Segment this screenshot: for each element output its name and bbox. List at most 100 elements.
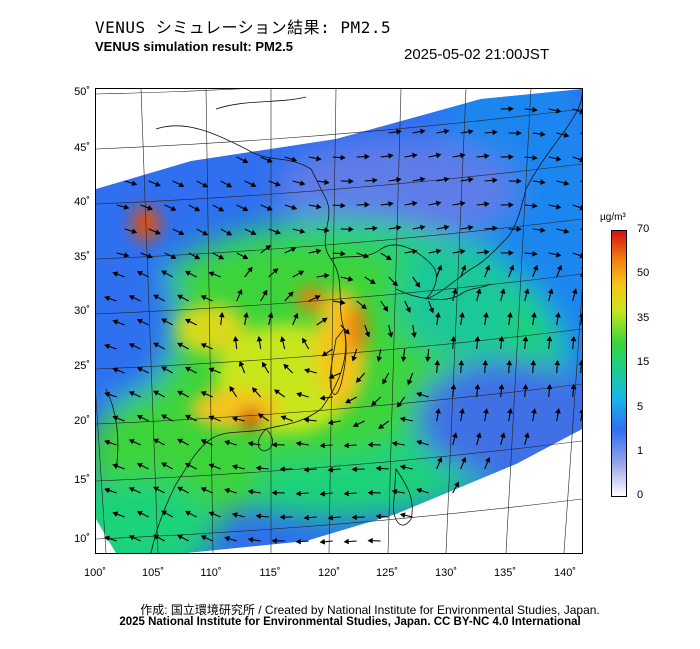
- wind-arrowhead: [347, 276, 354, 282]
- wind-arrowhead: [280, 336, 286, 342]
- wind-arrowhead: [459, 200, 466, 207]
- wind-arrowhead: [161, 414, 168, 420]
- wind-arrowhead: [247, 536, 254, 543]
- wind-arrowhead: [161, 366, 168, 372]
- wind-arrowhead: [382, 378, 388, 385]
- wind-arrowhead: [458, 359, 465, 366]
- wind-arrowhead: [177, 294, 184, 300]
- wind-arrowhead: [218, 311, 225, 318]
- lon-label-125: 125˚: [375, 567, 399, 579]
- wind-arrowhead: [540, 227, 546, 233]
- wind-arrowhead: [435, 152, 442, 159]
- wind-arrowhead: [348, 178, 354, 185]
- pm25-map[interactable]: [95, 88, 583, 554]
- wind-arrowhead: [123, 204, 130, 210]
- wind-arrowhead: [185, 270, 191, 276]
- wind-arrowhead: [296, 391, 302, 398]
- wind-arrowhead: [507, 311, 513, 318]
- wind-arrowhead: [506, 359, 513, 366]
- wind-arrowhead: [375, 465, 381, 472]
- wind-arrowhead: [231, 512, 238, 518]
- wind-arrowhead: [299, 228, 306, 234]
- wind-arrowhead: [484, 201, 490, 207]
- wind-arrowhead: [250, 229, 257, 235]
- map-svg: [96, 89, 582, 553]
- wind-arrowhead: [556, 264, 563, 271]
- wind-arrowhead: [257, 413, 264, 419]
- wind-arrowhead: [348, 226, 354, 233]
- wind-arrowhead: [194, 254, 201, 260]
- wind-arrowhead: [290, 247, 297, 253]
- wind-arrowhead: [185, 366, 191, 372]
- wind-arrowhead: [474, 383, 481, 390]
- wind-arrowhead: [208, 367, 215, 373]
- wind-arrowhead: [319, 538, 326, 545]
- wind-arrowhead: [229, 385, 235, 392]
- wind-arrowhead: [319, 395, 326, 401]
- wind-arrowhead: [136, 366, 143, 372]
- wind-arrowhead: [555, 107, 562, 114]
- wind-arrowhead: [231, 464, 238, 470]
- wind-arrowhead: [275, 181, 281, 187]
- wind-arrowhead: [531, 408, 537, 414]
- wind-arrowhead: [411, 200, 418, 207]
- wind-arrowhead: [295, 490, 301, 497]
- wind-arrowhead: [279, 466, 285, 472]
- lat-label-20: 20˚: [74, 415, 90, 427]
- wind-arrowhead: [262, 289, 268, 296]
- wind-arrowhead: [154, 181, 161, 187]
- wind-arrowhead: [128, 295, 135, 301]
- wind-arrowhead: [104, 295, 111, 302]
- wind-arrowhead: [112, 415, 119, 421]
- wind-arrowhead: [161, 510, 168, 516]
- wind-arrowhead: [232, 335, 239, 342]
- wind-arrowhead: [435, 408, 441, 414]
- concentration-field: [96, 89, 582, 553]
- wind-arrowhead: [484, 153, 490, 159]
- wind-arrowhead: [419, 224, 426, 231]
- lat-label-40: 40˚: [74, 196, 90, 208]
- wind-arrowhead: [540, 179, 546, 185]
- wind-arrowhead: [532, 154, 538, 161]
- wind-arrowhead: [419, 128, 426, 135]
- lat-label-35: 35˚: [74, 251, 90, 263]
- wind-arrowhead: [459, 248, 466, 255]
- wind-arrowhead: [532, 264, 539, 271]
- wind-arrowhead: [530, 359, 537, 366]
- wind-arrowhead: [396, 401, 403, 408]
- wind-arrowhead: [345, 398, 352, 404]
- wind-arrowhead: [112, 463, 119, 469]
- wind-arrowhead: [340, 154, 346, 161]
- license-line: 2025 National Institute for Environmenta…: [119, 616, 581, 628]
- wind-arrowhead: [177, 342, 184, 348]
- wind-arrowhead: [498, 383, 505, 390]
- wind-arrowhead: [178, 182, 185, 188]
- wind-arrowhead: [361, 303, 367, 310]
- wind-arrowhead: [570, 383, 577, 390]
- wind-arrowhead: [391, 440, 398, 447]
- wind-arrowhead: [208, 463, 215, 469]
- wind-arrowhead: [271, 489, 277, 496]
- wind-arrowhead: [468, 176, 474, 183]
- wind-arrowhead: [387, 332, 394, 338]
- wind-arrowhead: [238, 360, 245, 367]
- wind-arrowhead: [508, 201, 514, 208]
- wind-arrowhead: [343, 442, 349, 449]
- wind-arrowhead: [367, 537, 373, 544]
- wind-arrowhead: [291, 204, 298, 211]
- wind-arrowhead: [546, 335, 553, 342]
- wind-arrowhead: [170, 205, 177, 212]
- wind-arrowhead: [303, 514, 310, 521]
- title-japanese: VENUS シミュレーション結果: PM2.5: [95, 18, 392, 37]
- wind-arrowhead: [540, 131, 546, 137]
- wind-arrowhead: [340, 250, 346, 257]
- wind-arrowhead: [267, 312, 274, 318]
- wind-arrowhead: [435, 248, 442, 255]
- wind-arrowhead: [147, 205, 153, 211]
- wind-arrowhead: [475, 288, 482, 295]
- wind-arrowhead: [208, 511, 215, 517]
- colorbar-tick-1: 1: [637, 445, 644, 457]
- wind-arrowhead: [131, 228, 138, 235]
- wind-arrowhead: [104, 487, 111, 494]
- wind-arrowhead: [303, 466, 310, 473]
